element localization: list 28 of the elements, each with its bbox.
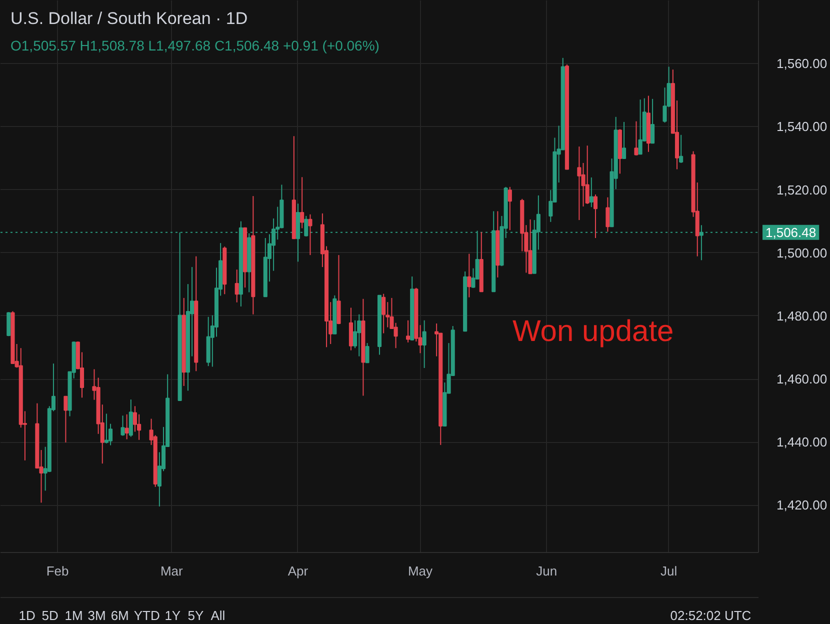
text: 1D [18, 608, 36, 623]
y-tick-label: 1,480.00 [776, 308, 828, 324]
text: 3M [88, 608, 106, 623]
annotation: Won update [512, 315, 674, 348]
y-tick-label: 1,440.00 [776, 434, 828, 450]
text: O1,505.57 H1,508.78 L1,497.68 C1,506.48 +0.91 (+0.06%) [10, 38, 380, 54]
text: YTD [134, 608, 160, 623]
x-tick-label: Feb [46, 564, 69, 578]
text: 5D [42, 608, 58, 623]
x-tick-label: Apr [288, 564, 309, 578]
y-tick-label: 1,520.00 [776, 182, 828, 198]
text: 02:52:02 UTC [670, 608, 752, 623]
text: 1M [64, 608, 83, 623]
text: 1Y [164, 608, 181, 623]
text: U.S. Dollar / South Korean · 1D [10, 9, 248, 28]
x-tick-label: Jun [536, 564, 558, 578]
text: 5Y [188, 608, 204, 623]
ref-line-label: 1,506.48 [766, 224, 816, 240]
y-tick-label: 1,420.00 [776, 498, 828, 513]
y-tick-label: 1,560.00 [776, 56, 828, 72]
x-tick-label: May [408, 564, 434, 578]
x-tick-label: Mar [160, 564, 184, 578]
text: All [210, 608, 226, 623]
text: 6M [110, 608, 129, 623]
x-tick-label: Jul [660, 564, 678, 578]
y-tick-label: 1,500.00 [776, 245, 828, 260]
y-tick-label: 1,540.00 [776, 119, 828, 134]
y-tick-label: 1,460.00 [776, 372, 828, 387]
